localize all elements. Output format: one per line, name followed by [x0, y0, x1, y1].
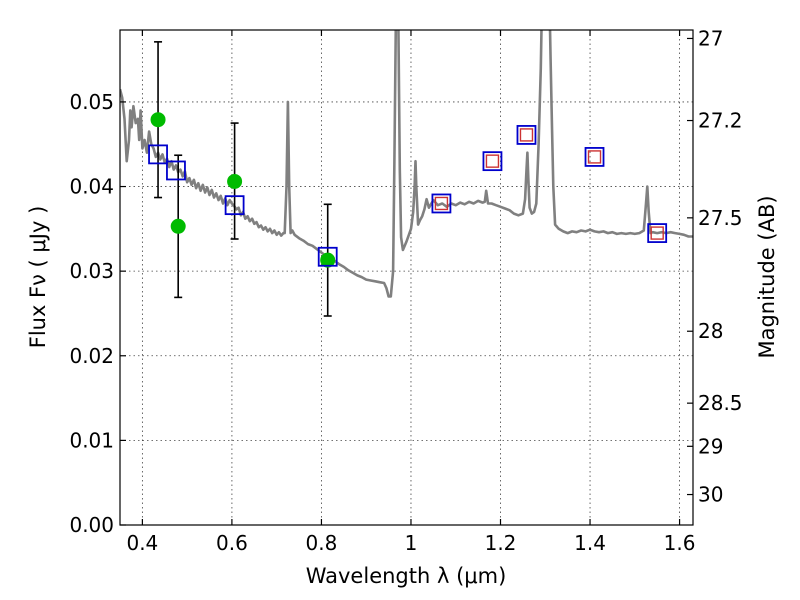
model-band-square [516, 125, 537, 145]
model-band-square [224, 195, 245, 216]
ticks: 0.4 0.6 0.8 1 1.2 1.4 1.6 0.00 0.01 0.02 0.03 0.04 0… [69, 26, 742, 555]
observed-point [227, 173, 243, 189]
mag-tick-label: 27.2 [698, 109, 743, 133]
y-tick-label: 0.00 [69, 513, 114, 537]
x-tick-label: 0.8 [306, 531, 338, 555]
y-tick-label: 0.01 [69, 428, 114, 452]
mag-tick-label: 27 [698, 26, 723, 50]
ir-point-square [650, 226, 664, 240]
x-tick-label: 0.4 [126, 531, 158, 555]
y-tick-label: 0.05 [69, 90, 114, 114]
mag-tick-label: 28.5 [698, 391, 743, 415]
ir-point-square [485, 154, 500, 168]
y-tick-label: 0.02 [69, 344, 114, 368]
model-band-square [166, 160, 186, 181]
x-tick-label: 1.4 [574, 531, 606, 555]
ir-point-square [587, 150, 602, 164]
observed-point [170, 218, 186, 234]
model-band-square [482, 151, 503, 172]
axes-frame [119, 29, 694, 526]
mag-tick-label: 30 [698, 483, 723, 507]
sed-line [120, 30, 693, 298]
x-tick-label: 1.6 [664, 531, 696, 555]
mag-tick-label: 28 [698, 319, 723, 343]
model-band-square [431, 193, 452, 214]
grid [120, 30, 693, 526]
x-tick-label: 1.2 [485, 531, 517, 555]
x-tick-label: 0.6 [216, 531, 248, 555]
model-band-square [647, 223, 668, 243]
y-tick-label: 0.04 [69, 175, 114, 199]
observed-point [150, 112, 166, 128]
model-band-square [148, 144, 168, 165]
x-tick-label: 1 [405, 531, 418, 555]
model-band-square [317, 246, 338, 267]
y-tick-label: 0.03 [69, 259, 114, 283]
y-axis-label-right: Magnitude (AB) [755, 195, 779, 358]
y-axis-label-left: Flux Fν ( μJy ) [26, 206, 50, 349]
model-band-square [584, 147, 605, 167]
observed-point [320, 252, 336, 268]
plot-area [120, 30, 693, 317]
x-axis-label: Wavelength λ (μm) [306, 564, 507, 588]
mag-tick-label: 29 [698, 434, 723, 458]
ir-point-square [434, 196, 449, 211]
ir-point-square [519, 128, 534, 142]
mag-tick-label: 27.5 [698, 206, 743, 230]
